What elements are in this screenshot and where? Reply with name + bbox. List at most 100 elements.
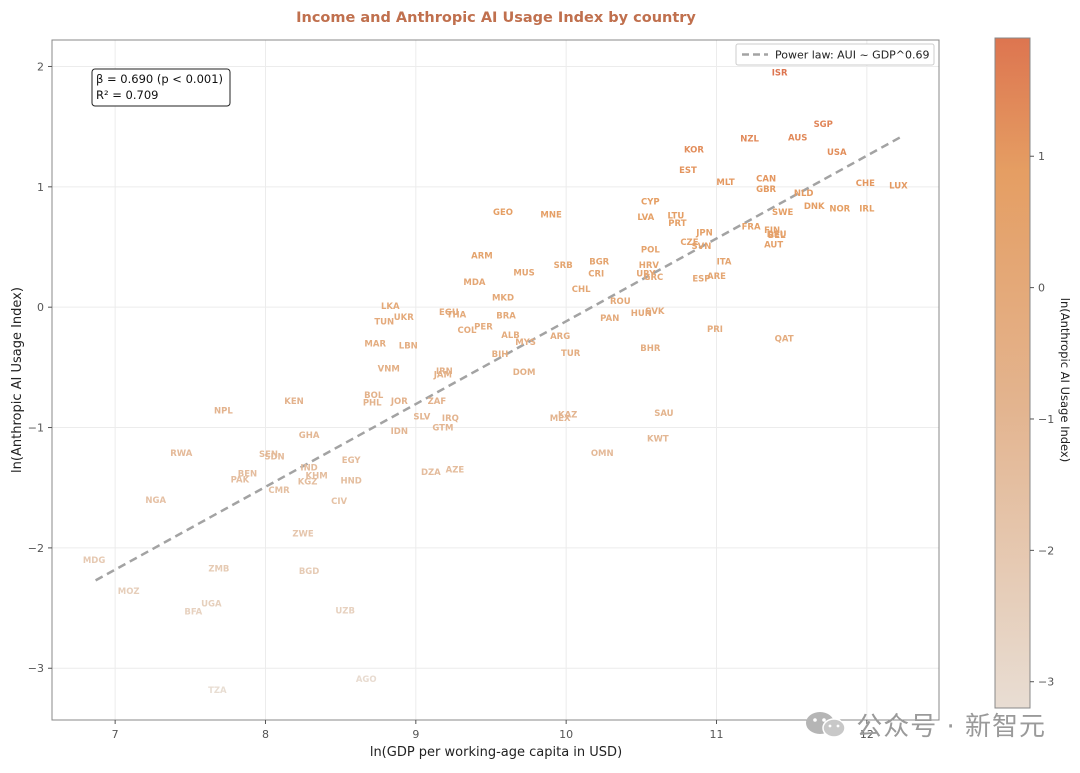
point-label-irl: IRL bbox=[859, 204, 875, 214]
point-label-pol: POL bbox=[641, 245, 660, 255]
point-label-mys: MYS bbox=[515, 338, 536, 348]
x-tick-label: 10 bbox=[559, 728, 573, 741]
point-label-per: PER bbox=[474, 322, 493, 332]
colorbar-ticks: 1 0 −1 −2 −3 bbox=[1030, 150, 1054, 689]
point-label-bgd: BGD bbox=[299, 567, 320, 577]
point-label-jor: JOR bbox=[390, 397, 408, 407]
point-label-qat: QAT bbox=[775, 334, 794, 344]
point-label-can: CAN bbox=[756, 174, 776, 184]
point-label-bfa: BFA bbox=[184, 608, 202, 618]
point-label-jpn: JPN bbox=[695, 229, 713, 239]
point-label-lva: LVA bbox=[637, 213, 654, 223]
point-label-egy: EGY bbox=[342, 456, 362, 466]
point-label-zwe: ZWE bbox=[292, 529, 314, 539]
annotation-box bbox=[91, 68, 231, 107]
point-label-civ: CIV bbox=[331, 497, 347, 507]
point-label-npl: NPL bbox=[214, 407, 233, 417]
annotation-beta: β = 0.690 (p < 0.001) bbox=[96, 72, 223, 86]
point-label-hrv: HRV bbox=[639, 261, 660, 271]
point-label-prt: PRT bbox=[668, 219, 686, 229]
point-label-uga: UGA bbox=[201, 599, 222, 609]
point-label-omn: OMN bbox=[591, 449, 614, 459]
point-label-ben: BEN bbox=[238, 469, 257, 479]
point-label-lka: LKA bbox=[381, 302, 400, 312]
point-label-dnk: DNK bbox=[804, 202, 825, 212]
point-label-slv: SLV bbox=[413, 413, 430, 423]
point-label-pri: PRI bbox=[707, 325, 723, 335]
point-label-bih: BIH bbox=[492, 350, 509, 360]
point-label-khm: KHM bbox=[306, 472, 328, 482]
point-label-lux: LUX bbox=[889, 182, 908, 192]
point-label-sen: SEN bbox=[259, 450, 278, 460]
point-label-esp: ESP bbox=[692, 274, 710, 284]
point-label-swe: SWE bbox=[772, 208, 793, 218]
point-label-aus: AUS bbox=[788, 133, 807, 143]
point-label-nld: NLD bbox=[794, 189, 814, 199]
point-label-bol: BOL bbox=[364, 391, 384, 401]
point-label-col: COL bbox=[457, 326, 476, 336]
point-label-ago: AGO bbox=[356, 675, 377, 685]
y-tick-label: 2 bbox=[37, 60, 44, 73]
fit-line-group bbox=[94, 136, 901, 582]
point-label-grc: GRC bbox=[643, 273, 663, 283]
point-label-mar: MAR bbox=[364, 339, 386, 349]
point-label-pak: PAK bbox=[231, 475, 250, 485]
y-tick-label: 0 bbox=[37, 301, 44, 314]
fit-line bbox=[94, 136, 901, 582]
point-label-ita: ITA bbox=[717, 257, 732, 267]
point-label-svk: SVK bbox=[645, 307, 665, 317]
point-label-phl: PHL bbox=[363, 398, 382, 408]
point-label-ury: URY bbox=[636, 269, 656, 279]
point-label-srb: SRB bbox=[554, 261, 573, 271]
y-axis-ticks: −3 −2 −1 0 1 2 bbox=[28, 60, 52, 675]
point-label-chl: CHL bbox=[572, 285, 591, 295]
chart-title: Income and Anthropic AI Usage Index by c… bbox=[296, 10, 696, 26]
point-label-gha: GHA bbox=[299, 431, 320, 441]
point-label-aut: AUT bbox=[764, 241, 783, 251]
point-label-mex: MEX bbox=[550, 414, 571, 424]
legend-label: Power law: AUI ~ GDP^0.69 bbox=[775, 49, 930, 62]
point-label-rwa: RWA bbox=[170, 449, 193, 459]
point-label-fra: FRA bbox=[742, 223, 761, 233]
point-label-svn: SVN bbox=[692, 242, 712, 252]
point-label-est: EST bbox=[679, 166, 697, 176]
x-axis-ticks: 7 8 9 10 11 12 bbox=[112, 720, 874, 741]
colorbar-tick-label: 1 bbox=[1038, 150, 1045, 163]
point-label-pan: PAN bbox=[600, 314, 619, 324]
x-tick-label: 8 bbox=[262, 728, 269, 741]
point-label-fin: FIN bbox=[764, 226, 780, 236]
point-label-dom: DOM bbox=[513, 368, 536, 378]
point-label-are: ARE bbox=[707, 272, 726, 282]
point-label-gbr: GBR bbox=[756, 185, 776, 195]
y-axis-label: ln(Anthropic AI Usage Index) bbox=[10, 287, 25, 473]
point-label-gtm: GTM bbox=[432, 424, 453, 434]
point-label-hun: HUN bbox=[631, 309, 652, 319]
point-label-nga: NGA bbox=[145, 496, 166, 506]
point-label-isr: ISR bbox=[772, 68, 788, 78]
point-label-kor: KOR bbox=[684, 146, 704, 156]
point-label-bgr: BGR bbox=[589, 257, 609, 267]
point-label-dza: DZA bbox=[421, 468, 441, 478]
point-label-arm: ARM bbox=[471, 251, 493, 261]
point-label-egu: EGU bbox=[439, 308, 459, 318]
y-tick-label: −3 bbox=[28, 662, 44, 675]
point-label-tur: TUR bbox=[561, 349, 581, 359]
x-tick-label: 9 bbox=[412, 728, 419, 741]
point-label-mkd: MKD bbox=[492, 294, 514, 304]
point-label-arg: ARG bbox=[550, 332, 570, 342]
point-label-sau: SAU bbox=[654, 409, 673, 419]
point-label-aze: AZE bbox=[446, 466, 465, 476]
point-label-moz: MOZ bbox=[118, 587, 140, 597]
point-label-bhr: BHR bbox=[640, 344, 661, 354]
point-label-hnd: HND bbox=[341, 476, 362, 486]
colorbar-tick-label: −3 bbox=[1038, 676, 1054, 689]
colorbar: 1 0 −1 −2 −3 ln(Anthropic AI Usage Index) bbox=[994, 37, 1072, 709]
point-label-ind: IND bbox=[300, 463, 317, 473]
point-label-idn: IDN bbox=[391, 427, 408, 437]
plot-frame bbox=[51, 39, 940, 721]
y-tick-label: −1 bbox=[28, 422, 44, 435]
legend: Power law: AUI ~ GDP^0.69 bbox=[735, 43, 935, 66]
